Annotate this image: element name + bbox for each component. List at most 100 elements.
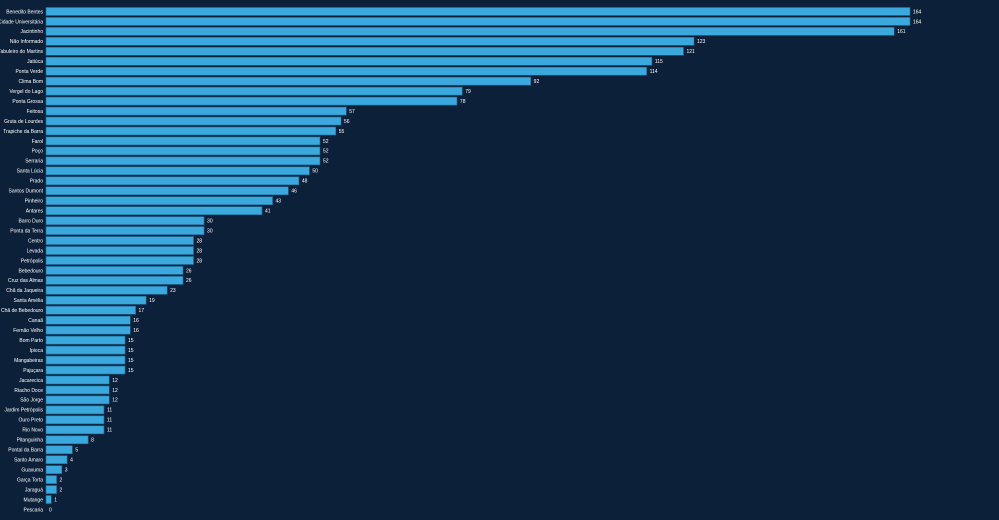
- bar: [45, 315, 131, 325]
- category-label: Serraria: [25, 159, 43, 165]
- category-label: Santo Amaro: [14, 458, 43, 464]
- category-label: Jacarecica: [19, 378, 43, 384]
- value-label: 52: [323, 159, 329, 165]
- category-label: Trapiche da Barra: [3, 129, 43, 135]
- value-label: 12: [112, 398, 118, 404]
- value-label: 92: [534, 79, 540, 85]
- value-label: 12: [112, 378, 118, 384]
- bar: [45, 27, 895, 36]
- category-label: Gruta de Lourdes: [4, 119, 43, 125]
- bar: [45, 365, 126, 375]
- bar: [45, 425, 105, 435]
- bar: [45, 375, 110, 385]
- value-label: 161: [897, 29, 906, 35]
- value-label: 46: [291, 189, 297, 195]
- bar: [45, 355, 126, 365]
- bar: [45, 17, 911, 26]
- category-label: Petrópolis: [21, 258, 44, 264]
- category-label: Chã de Bebedouro: [1, 308, 43, 314]
- bar: [45, 485, 57, 494]
- bar: [45, 445, 73, 455]
- bar: [45, 56, 653, 66]
- category-label: Clima Bom: [19, 79, 43, 85]
- category-label: Pitanguinha: [17, 438, 44, 444]
- category-label: Jardim Petrópolis: [4, 408, 43, 414]
- bar: [45, 246, 194, 255]
- bar: [45, 226, 205, 235]
- category-label: Riacho Doce: [14, 388, 43, 394]
- value-label: 16: [133, 328, 139, 334]
- value-label: 78: [460, 99, 466, 105]
- bar: [45, 136, 321, 146]
- bar: [45, 176, 300, 186]
- category-label: Santos Dumont: [9, 189, 44, 195]
- bar: [45, 126, 337, 136]
- bar: [45, 475, 57, 484]
- value-label: 11: [107, 408, 112, 414]
- category-label: Feitosa: [27, 109, 44, 115]
- category-label: Chã da Jaqueira: [6, 288, 43, 294]
- bar: [45, 286, 168, 295]
- value-label: 15: [128, 348, 134, 354]
- category-label: São Jorge: [20, 398, 43, 404]
- bar: [45, 96, 458, 106]
- category-label: Centro: [28, 238, 43, 244]
- value-label: 1: [54, 497, 57, 503]
- value-label: 19: [149, 298, 155, 304]
- bar: [45, 166, 310, 176]
- bar: [45, 216, 205, 225]
- value-label: 48: [302, 179, 308, 185]
- value-label: 15: [128, 358, 134, 364]
- category-label: Santa Lúcia: [17, 169, 44, 175]
- bar: [45, 455, 68, 464]
- bar: [45, 435, 89, 445]
- category-label: Jacintinho: [20, 29, 43, 35]
- value-label: 3: [65, 467, 68, 473]
- value-label: 52: [323, 149, 329, 155]
- category-label: Mutange: [24, 497, 44, 503]
- category-label: Pontal da Barra: [8, 448, 43, 454]
- category-label: Pinheiro: [25, 199, 44, 205]
- bar: [45, 495, 52, 504]
- value-label: 16: [133, 318, 139, 324]
- category-label: Bebedouro: [19, 268, 44, 274]
- bar: [45, 395, 110, 405]
- bar: [45, 405, 105, 415]
- bar: [45, 76, 531, 86]
- category-label: Jatiúca: [27, 59, 43, 65]
- value-label: 17: [139, 308, 145, 314]
- value-label: 28: [197, 238, 203, 244]
- bar: [45, 296, 147, 305]
- bar: [45, 335, 126, 345]
- bar: [45, 116, 342, 126]
- value-label: 164: [913, 19, 922, 25]
- bar: [45, 106, 347, 116]
- value-label: 28: [197, 258, 203, 264]
- value-label: 2: [60, 477, 63, 483]
- value-label: 2: [60, 487, 63, 493]
- bar: [45, 7, 911, 16]
- bar: [45, 385, 110, 395]
- category-label: Poço: [32, 149, 44, 155]
- category-label: Tabuleiro do Martins: [0, 49, 43, 55]
- category-label: Pescaria: [24, 507, 44, 513]
- value-label: 50: [312, 169, 318, 175]
- value-label: 0: [49, 507, 52, 513]
- bar: [45, 256, 194, 265]
- value-label: 115: [655, 59, 663, 65]
- category-label: Farol: [32, 139, 43, 145]
- value-label: 28: [197, 248, 203, 254]
- value-label: 4: [70, 458, 73, 464]
- value-label: 12: [112, 388, 118, 394]
- category-label: Guaxuma: [21, 467, 43, 473]
- category-label: Canaã: [28, 318, 43, 324]
- category-label: Ouro Preto: [19, 418, 44, 424]
- category-label: Jaraguá: [25, 487, 43, 493]
- bar: [45, 66, 647, 76]
- category-label: Pajuçara: [23, 368, 43, 374]
- category-label: Vergel do Lago: [9, 89, 43, 95]
- category-label: Não Informado: [10, 39, 43, 45]
- bar: [45, 206, 263, 215]
- category-label: Cruz das Almas: [8, 278, 44, 284]
